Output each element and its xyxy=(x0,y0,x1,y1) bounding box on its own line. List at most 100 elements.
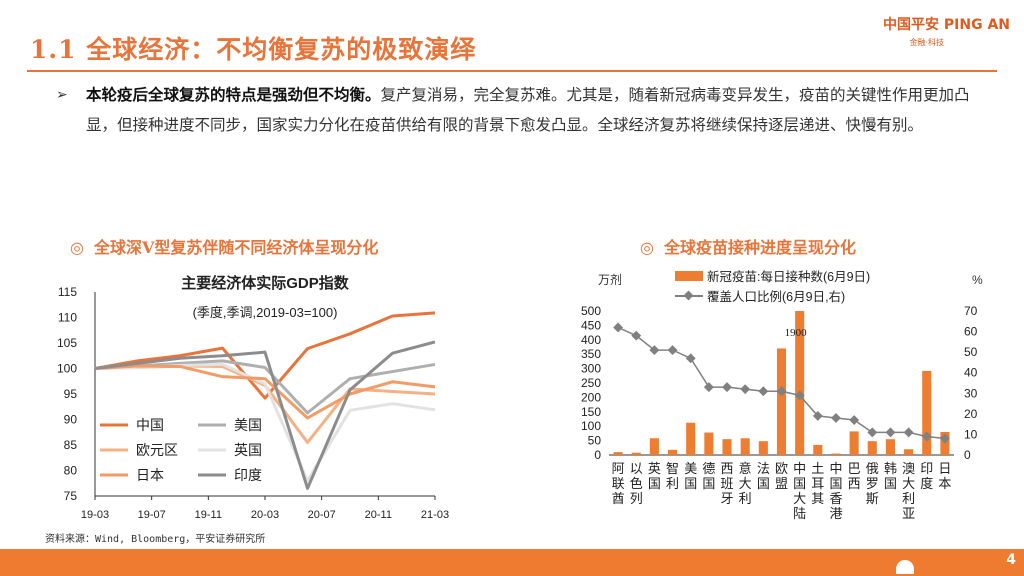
category-char: 阿 xyxy=(612,461,625,476)
right-y-tick-label: 20 xyxy=(964,407,978,421)
logo-main-text: 中国平安 PING AN xyxy=(883,17,1010,33)
category-char: 国 xyxy=(702,476,715,491)
category-char: 盟 xyxy=(775,476,788,491)
category-char: 德 xyxy=(702,461,715,476)
legend-label: 新冠疫苗:每日接种数(6月9日) xyxy=(707,269,870,284)
bullet-bold-text: 本轮疫后全球复苏的特点是强劲但不均衡。 xyxy=(86,85,381,104)
page-title: 1.1 全球经济：不均衡复苏的极致演绎 xyxy=(30,35,477,64)
coverage-point xyxy=(613,322,624,333)
category-char: 亚 xyxy=(902,506,915,521)
x-tick-label: 21-03 xyxy=(421,509,449,521)
category-char: 欧 xyxy=(775,461,788,476)
target-icon: ◎ xyxy=(70,238,84,257)
coverage-point xyxy=(849,415,860,425)
left-y-tick-label: 50 xyxy=(588,434,602,448)
legend-swatch xyxy=(675,271,703,281)
vaccine-bar xyxy=(885,439,895,455)
series-line xyxy=(94,311,436,400)
y-tick-label: 115 xyxy=(58,285,77,299)
category-char: 西 xyxy=(721,461,734,476)
coverage-point xyxy=(722,382,732,393)
logo-sub-text: 金融·科技 xyxy=(909,38,944,47)
right-y-tick-label: 70 xyxy=(964,304,978,318)
x-tick-label: 20-07 xyxy=(308,509,336,521)
legend-label: 中国 xyxy=(136,417,164,433)
category-label: 以色列 xyxy=(630,461,643,506)
vaccine-bar xyxy=(704,432,714,455)
category-label: 欧盟 xyxy=(775,461,788,491)
footer-bar xyxy=(0,549,1024,576)
coverage-point xyxy=(794,390,805,401)
category-char: 英 xyxy=(648,461,661,476)
legend-label: 英国 xyxy=(234,442,262,458)
coverage-point xyxy=(867,427,878,438)
bullet-rest-text: 复产复消易，完全复苏难。尤其是，随着新冠病毒变异发生，疫苗的关键性作用更加凸显，… xyxy=(86,86,970,134)
category-char: 法 xyxy=(757,461,770,476)
category-char: 国 xyxy=(757,476,770,491)
category-char: 牙 xyxy=(721,491,734,506)
y-tick-label: 105 xyxy=(57,336,77,350)
series-line xyxy=(94,364,436,420)
source-note: 资料来源：Wind, Bloomberg，平安证券研究所 xyxy=(45,534,266,545)
left-y-tick-label: 300 xyxy=(581,362,601,376)
right-y-tick-label: 40 xyxy=(964,366,978,380)
y-tick-label: 75 xyxy=(64,489,78,503)
category-label: 西班牙 xyxy=(721,461,734,506)
category-label: 法国 xyxy=(757,461,770,491)
y-tick-label: 95 xyxy=(64,387,78,401)
vaccine-bar xyxy=(740,438,750,455)
right-section-title: ◎ 全球疫苗接种进度呈现分化 xyxy=(640,234,856,258)
right-unit-label: % xyxy=(972,273,983,287)
left-y-tick-label: 400 xyxy=(581,333,601,347)
category-char: 香 xyxy=(829,491,842,506)
vaccine-bar xyxy=(849,431,859,455)
coverage-point xyxy=(812,410,823,421)
category-label: 意大利 xyxy=(739,461,752,506)
legend-label: 欧元区 xyxy=(136,442,178,458)
y-tick-label: 90 xyxy=(64,413,78,427)
left-y-tick-label: 150 xyxy=(581,405,601,419)
vaccine-bar xyxy=(776,348,787,455)
gdp-index-chart: 主要经济体实际GDP指数 (季度,季调,2019-03=100) 75 80 85 90 9… xyxy=(57,274,449,521)
left-y-tick-label: 500 xyxy=(581,304,601,318)
category-char: 澳 xyxy=(902,461,915,476)
category-char: 国 xyxy=(684,476,697,491)
category-label: 土耳其 xyxy=(811,461,824,506)
category-char: 美 xyxy=(684,461,697,476)
category-char: 港 xyxy=(829,506,842,521)
coverage-point xyxy=(667,345,678,356)
legend-label: 美国 xyxy=(234,417,262,433)
category-char: 色 xyxy=(630,476,643,491)
vaccine-bar xyxy=(649,438,659,455)
left-unit-label: 万剂 xyxy=(598,272,622,287)
category-char: 中 xyxy=(829,461,842,476)
y-tick-label: 80 xyxy=(64,464,78,478)
left-section-title-text: 全球深V型复苏伴随不同经济体呈现分化 xyxy=(93,238,379,257)
category-label: 印度 xyxy=(920,461,933,491)
bullet-text: 本轮疫后全球复苏的特点是强劲但不均衡。复产复消易，完全复苏难。尤其是，随着新冠病… xyxy=(86,80,981,140)
category-char: 班 xyxy=(721,476,734,491)
coverage-point xyxy=(685,353,696,364)
category-label: 俄罗斯 xyxy=(866,461,879,506)
category-char: 西 xyxy=(848,476,861,491)
coverage-point xyxy=(758,386,769,397)
category-char: 本 xyxy=(938,476,951,491)
category-char: 印 xyxy=(920,461,933,476)
category-char: 国 xyxy=(829,476,842,491)
category-char: 韩 xyxy=(884,461,897,476)
category-label: 智利 xyxy=(666,461,679,491)
vaccine-bar xyxy=(613,452,623,455)
right-section-title-text: 全球疫苗接种进度呈现分化 xyxy=(663,238,856,257)
category-label: 英国 xyxy=(648,461,661,491)
chart-title: 主要经济体实际GDP指数 xyxy=(181,274,350,292)
vaccination-chart: 万剂 %新冠疫苗:每日接种数(6月9日)覆盖人口比例(6月9日,右)0501001… xyxy=(581,269,983,521)
category-char: 列 xyxy=(630,491,643,506)
category-char: 酋 xyxy=(612,491,625,506)
arrow-bullet-icon: ➢ xyxy=(56,87,68,103)
category-char: 陆 xyxy=(793,506,806,521)
page-number: 4 xyxy=(1006,552,1016,568)
vaccine-bar xyxy=(813,444,823,455)
coverage-point xyxy=(885,427,896,438)
